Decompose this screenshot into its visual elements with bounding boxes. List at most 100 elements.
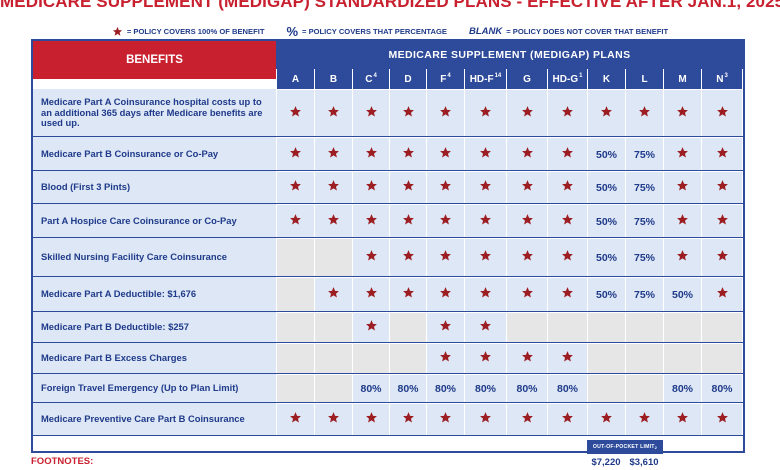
legend-percent-item: % = POLICY COVERS THAT PERCENTAGE [286, 25, 447, 38]
covered-full-cell [464, 171, 506, 204]
covered-full-cell [464, 238, 506, 277]
covered-full-cell [352, 277, 389, 312]
covered-percent-cell: 80% [547, 374, 587, 403]
plan-header-m: M [663, 69, 701, 89]
benefit-label: Skilled Nursing Facility Care Coinsuranc… [33, 238, 276, 277]
row-divider [33, 402, 743, 403]
not-covered-cell [276, 312, 314, 343]
covered-full-cell [701, 137, 742, 171]
not-covered-cell [314, 343, 352, 374]
star-icon [479, 249, 492, 267]
star-icon [521, 213, 534, 231]
covered-full-cell [352, 89, 389, 137]
star-icon [402, 249, 415, 267]
star-icon [521, 105, 534, 123]
covered-full-cell [547, 238, 587, 277]
star-icon [521, 146, 534, 164]
coverage-percent: 50% [595, 289, 617, 301]
not-covered-cell [314, 312, 352, 343]
covered-full-cell [464, 204, 506, 238]
covered-full-cell [464, 277, 506, 312]
covered-full-cell [663, 171, 701, 204]
covered-full-cell [464, 89, 506, 137]
covered-percent-cell: 75% [625, 137, 663, 171]
star-icon [561, 179, 574, 197]
star-icon [327, 213, 340, 231]
covered-full-cell [426, 89, 464, 137]
star-icon [676, 105, 689, 123]
plan-name: M [678, 73, 687, 85]
covered-percent-cell: 50% [587, 137, 625, 171]
not-covered-cell [625, 374, 663, 403]
covered-full-cell [352, 137, 389, 171]
covered-full-cell [547, 343, 587, 374]
row-divider [33, 170, 743, 171]
not-covered-cell [625, 312, 663, 343]
not-covered-cell [276, 374, 314, 403]
star-icon [112, 26, 122, 36]
star-icon [521, 179, 534, 197]
not-covered-cell [701, 312, 742, 343]
plan-name: D [404, 73, 412, 85]
star-icon [439, 319, 452, 337]
coverage-percent: 75% [633, 148, 655, 161]
star-icon [716, 249, 729, 267]
star-icon [327, 286, 340, 304]
covered-full-cell [506, 137, 547, 171]
covered-full-cell [547, 137, 587, 171]
not-covered-cell [625, 343, 663, 374]
not-covered-cell [663, 312, 701, 343]
star-icon [402, 286, 415, 304]
coverage-percent: 80% [516, 383, 538, 395]
covered-percent-cell: 50% [587, 277, 625, 312]
covered-percent-cell: 80% [663, 374, 701, 403]
star-icon [676, 213, 689, 231]
star-icon [327, 411, 340, 429]
star-icon [327, 179, 340, 197]
covered-full-cell [464, 343, 506, 374]
not-covered-cell [547, 312, 587, 343]
star-icon [561, 350, 574, 368]
covered-full-cell [506, 204, 547, 238]
coverage-percent: 80% [360, 383, 382, 395]
covered-full-cell [701, 204, 742, 238]
percent-icon: % [286, 23, 299, 39]
out-of-pocket-label: OUT-OF-POCKET LIMIT [592, 444, 655, 450]
benefit-label: Medicare Part B Deductible: $257 [33, 312, 276, 343]
page-title: MEDICARE SUPPLEMENT (MEDIGAP) STANDARDIZ… [0, 0, 780, 11]
star-icon [402, 179, 415, 197]
covered-full-cell [426, 137, 464, 171]
benefit-label: Medicare Part B Coinsurance or Co-Pay [33, 137, 276, 171]
star-icon [638, 411, 651, 429]
not-covered-cell [314, 374, 352, 403]
star-icon [676, 411, 689, 429]
not-covered-cell [587, 343, 625, 374]
row-divider [33, 342, 743, 343]
covered-full-cell [352, 403, 389, 436]
star-icon [479, 146, 492, 164]
star-icon [365, 179, 378, 197]
not-covered-cell [276, 277, 314, 312]
benefit-label: Part A Hospice Care Coinsurance or Co-Pa… [33, 204, 276, 238]
covered-percent-cell: 50% [663, 277, 701, 312]
covered-full-cell [464, 137, 506, 171]
covered-full-cell [426, 403, 464, 436]
out-of-pocket-limit-badge: OUT-OF-POCKET LIMIT 2 [587, 440, 663, 454]
benefit-label: Blood (First 3 Pints) [33, 171, 276, 204]
coverage-percent: 80% [711, 383, 733, 395]
covered-full-cell [276, 89, 314, 137]
star-icon [439, 350, 452, 368]
covered-full-cell [426, 171, 464, 204]
plan-header-hd-g: HD-G 1 [547, 69, 587, 89]
covered-full-cell [276, 204, 314, 238]
covered-full-cell [506, 403, 547, 436]
star-icon [365, 146, 378, 164]
covered-percent-cell: 50% [587, 238, 625, 277]
plan-name: L [641, 73, 648, 85]
star-icon [479, 319, 492, 337]
star-icon [716, 146, 729, 164]
covered-full-cell [625, 89, 663, 137]
star-icon [561, 213, 574, 231]
benefit-label: Medicare Part A Coinsurance hospital cos… [33, 89, 276, 137]
